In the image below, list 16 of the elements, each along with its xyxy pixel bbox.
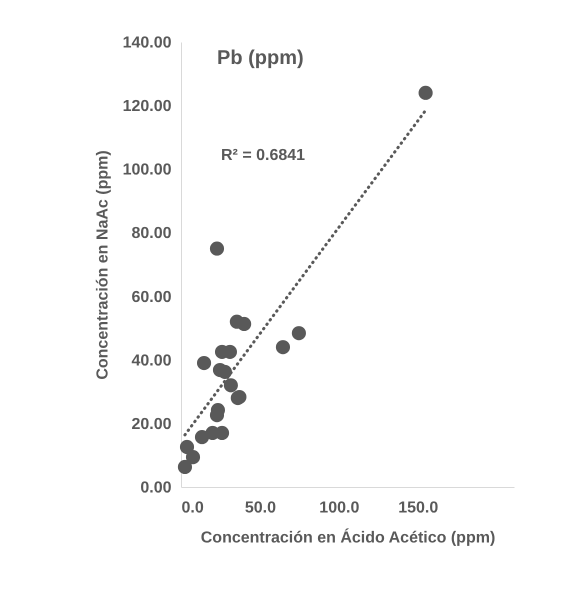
y-tick-label: 20.00	[131, 416, 172, 433]
y-tick-label: 60.00	[131, 288, 172, 306]
annotation: R² = 0.6841	[221, 147, 306, 164]
x-axis-title: Concentración en Ácido Acético (ppm)	[200, 528, 496, 546]
y-tick-label: 120.00	[122, 98, 172, 116]
x-tick-label: 0.0	[182, 500, 204, 516]
x-tick-label: 100.0	[319, 500, 360, 516]
chart-title: Pb (ppm)	[217, 47, 304, 69]
y-tick-label: 140.00	[122, 34, 172, 52]
y-tick-label: 100.00	[122, 162, 172, 179]
y-tick-label: 80.00	[131, 225, 172, 242]
y-tick-label: 0.00	[140, 480, 172, 496]
y-tick-label: 40.00	[131, 352, 172, 370]
x-tick-label: 150.0	[398, 500, 438, 516]
x-tick-label: 50.0	[244, 500, 276, 516]
y-axis-title: Concentración en NaAc (ppm)	[94, 150, 112, 380]
